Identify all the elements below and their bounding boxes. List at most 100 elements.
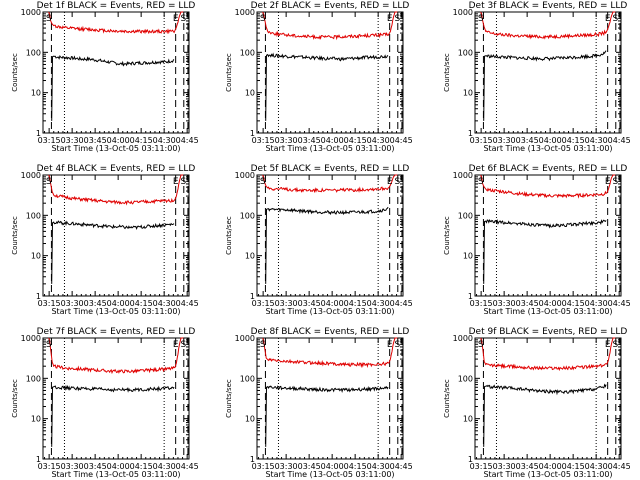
y-tick-label: 100 [458,211,473,220]
plot-frame [256,337,404,460]
x-tick-label: 04:15 [130,462,153,471]
x-tick-label: 04:45 [608,462,631,471]
x-axis-label: Start Time (13-Oct-05 03:11:00) [265,144,394,153]
y-tick-label: 1 [250,292,255,301]
events-series-line [51,384,175,447]
marker-label: E [173,340,179,350]
x-tick-label: 04:15 [562,136,585,145]
y-tick-label: 10 [245,415,255,424]
chart-panel: Det 1f BLACK = Events, RED = LLD 1 10 100 10… [11,1,199,153]
y-tick-label: 1 [468,455,473,464]
y-tick-label: 100 [458,48,473,57]
y-tick-label: 10 [463,415,473,424]
marker-label: E [173,14,179,24]
y-tick-label: 1000 [453,334,473,343]
x-tick-label: 04:30 [585,299,608,308]
x-tick-label: 04:45 [390,299,413,308]
chart-panel: Det 2f BLACK = Events, RED = LLD 1 10 100 10… [225,1,413,153]
y-tick-label: 1 [468,129,473,138]
plot-frame [42,337,190,460]
x-tick-label: 03:30 [275,299,298,308]
y-tick-label: 1000 [21,8,41,17]
x-tick-label: 03:45 [298,462,321,471]
y-tick-label: 100 [240,374,255,383]
marker-label: S [394,14,400,24]
marker-label: S [260,340,266,350]
x-tick-label: 04:30 [153,299,176,308]
chart-panel: Det 8f BLACK = Events, RED = LLD 1 10 100 10… [225,327,413,479]
y-axis-label: Counts/sec [443,216,451,255]
lld-series-line [480,337,616,372]
x-axis-label: Start Time (13-Oct-05 03:11:00) [265,307,394,316]
x-tick-label: 03:30 [275,136,298,145]
x-tick-label: 04:15 [562,462,585,471]
chart-panel: Det 6f BLACK = Events, RED = LLD 1 10 100 10… [443,164,631,316]
y-tick-label: 100 [240,48,255,57]
marker-label: S [260,14,266,24]
y-tick-label: 10 [31,252,41,261]
y-tick-label: 10 [463,89,473,98]
x-tick-label: 03:15 [252,136,275,145]
x-tick-label: 03:15 [38,462,61,471]
x-tick-label: 03:30 [493,299,516,308]
plot-frame [474,337,622,460]
x-tick-label: 04:30 [367,462,390,471]
lld-series-line [262,11,398,41]
x-tick-label: 04:15 [344,299,367,308]
x-tick-label: 04:00 [107,462,130,471]
y-tick-label: 10 [245,89,255,98]
x-axis-label: Start Time (13-Oct-05 03:11:00) [265,470,394,479]
x-tick-label: 04:15 [130,299,153,308]
plot-frame [474,174,622,297]
x-tick-label: 03:30 [61,462,84,471]
y-tick-label: 1000 [21,334,41,343]
y-tick-label: 1000 [21,171,41,180]
events-series-line [265,206,389,284]
marker-label: S [180,340,186,350]
x-tick-label: 03:15 [470,136,493,145]
lld-series-line [480,174,616,199]
y-axis-label: Counts/sec [443,53,451,92]
y-tick-label: 10 [31,415,41,424]
events-series-line [265,52,389,121]
plot-frame [474,11,622,134]
marker-label: S [612,177,618,187]
lld-series-line [262,337,398,368]
x-tick-label: 04:45 [390,462,413,471]
x-tick-label: 04:00 [321,299,344,308]
x-tick-label: 04:15 [130,136,153,145]
marker-label: S [46,14,52,24]
x-tick-label: 03:45 [84,299,107,308]
x-tick-label: 04:00 [321,136,344,145]
marker-label: E [387,340,393,350]
marker-label: E [387,14,393,24]
chart-title: Det 1f BLACK = Events, RED = LLD [37,1,196,11]
x-tick-label: 03:30 [493,462,516,471]
marker-label: S [478,14,484,24]
chart-title: Det 9f BLACK = Events, RED = LLD [469,327,628,337]
chart-title: Det 8f BLACK = Events, RED = LLD [251,327,410,337]
marker-label: S [394,340,400,350]
marker-label: E [387,177,393,187]
chart-panel: Det 3f BLACK = Events, RED = LLD 1 10 100 10… [443,1,631,153]
x-tick-label: 04:45 [608,136,631,145]
x-axis-label: Start Time (13-Oct-05 03:11:00) [51,144,180,153]
x-tick-label: 04:45 [176,136,199,145]
x-tick-label: 03:30 [275,462,298,471]
x-axis-label: Start Time (13-Oct-05 03:11:00) [483,470,612,479]
events-series-line [483,50,607,121]
x-tick-label: 04:15 [562,299,585,308]
x-axis-label: Start Time (13-Oct-05 03:11:00) [51,307,180,316]
x-tick-label: 04:15 [344,136,367,145]
x-tick-label: 04:00 [321,462,344,471]
y-axis-label: Counts/sec [225,216,233,255]
y-tick-label: 1 [36,292,41,301]
x-tick-label: 03:15 [252,299,275,308]
x-tick-label: 04:00 [107,299,130,308]
x-axis-label: Start Time (13-Oct-05 03:11:00) [483,144,612,153]
x-tick-label: 04:30 [585,136,608,145]
chart-panel: Det 4f BLACK = Events, RED = LLD 1 10 100 10… [11,164,199,316]
y-tick-label: 10 [31,89,41,98]
chart-title: Det 6f BLACK = Events, RED = LLD [469,164,628,174]
x-tick-label: 04:30 [153,462,176,471]
